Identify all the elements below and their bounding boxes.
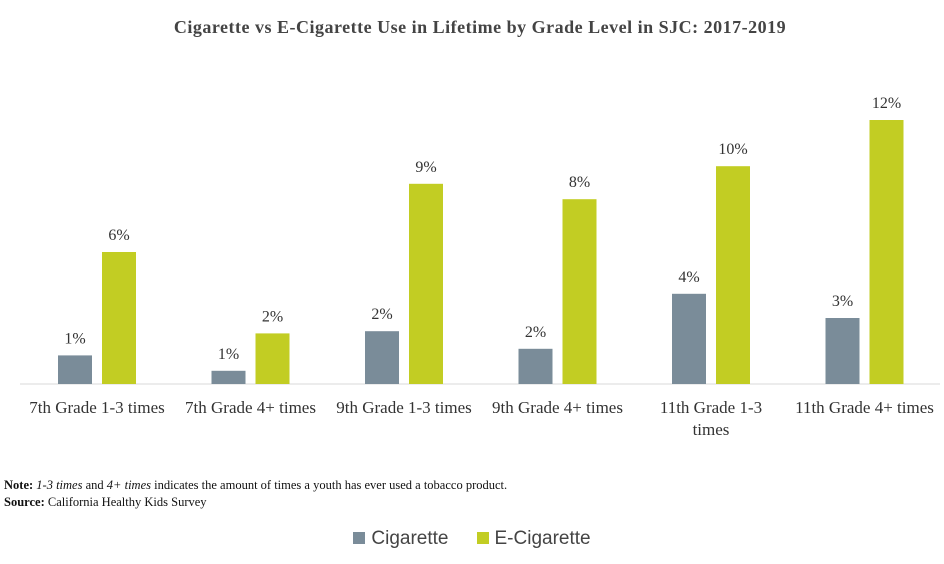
note-text: and bbox=[82, 478, 107, 492]
value-label: 3% bbox=[832, 293, 853, 310]
chart-title: Cigarette vs E-Cigarette Use in Lifetime… bbox=[173, 17, 787, 37]
source-text: California Healthy Kids Survey bbox=[44, 495, 207, 509]
value-label: 12% bbox=[872, 95, 901, 112]
legend-label: E-Cigarette bbox=[494, 528, 591, 549]
x-tick-label: 9th Grade 4+ times bbox=[492, 398, 623, 417]
bar bbox=[409, 183, 443, 384]
bar bbox=[211, 370, 246, 384]
x-tick-label: 11th Grade 4+ times bbox=[795, 398, 934, 417]
legend-swatch bbox=[476, 532, 489, 544]
x-tick-label: 9th Grade 1-3 times bbox=[336, 398, 472, 417]
legend-swatch bbox=[353, 532, 366, 544]
legend: Cigarette E-Cigarette bbox=[0, 528, 944, 550]
footnote: Note: 1-3 times and 4+ times indicates t… bbox=[4, 477, 507, 511]
value-label: 2% bbox=[371, 306, 392, 323]
bar bbox=[255, 333, 290, 384]
bar bbox=[58, 355, 92, 384]
legend-label: Cigarette bbox=[371, 528, 449, 549]
x-tick-label: 11th Grade 1-3 times bbox=[659, 398, 763, 439]
value-label: 1% bbox=[64, 330, 85, 347]
note-text: 4+ times bbox=[106, 478, 151, 492]
legend-item: Cigarette bbox=[353, 528, 449, 550]
source-label: Source: bbox=[4, 495, 45, 509]
note-text: indicates the amount of times a youth ha… bbox=[150, 478, 508, 492]
value-label: 10% bbox=[718, 141, 747, 158]
bar bbox=[518, 348, 553, 384]
bar bbox=[102, 252, 136, 384]
bar bbox=[672, 293, 706, 384]
x-tick-label: 7th Grade 1-3 times bbox=[29, 398, 165, 417]
note-line: Note: 1-3 times and 4+ times indicates t… bbox=[4, 477, 507, 494]
bar bbox=[562, 199, 597, 384]
value-label: 2% bbox=[262, 308, 283, 325]
note-text: 1-3 times bbox=[36, 478, 83, 492]
value-label: 6% bbox=[108, 227, 129, 244]
value-label: 4% bbox=[678, 269, 699, 286]
value-label: 9% bbox=[415, 159, 436, 176]
bar bbox=[716, 166, 750, 384]
value-label: 8% bbox=[569, 174, 590, 191]
bar bbox=[365, 331, 399, 384]
bar bbox=[825, 318, 860, 384]
note-label: Note: bbox=[4, 478, 34, 492]
legend-item: E-Cigarette bbox=[476, 528, 591, 550]
bar bbox=[869, 120, 904, 384]
x-tick-label: 7th Grade 4+ times bbox=[185, 398, 316, 417]
source-line: Source: California Healthy Kids Survey bbox=[4, 494, 507, 511]
value-label: 1% bbox=[218, 346, 239, 363]
value-label: 2% bbox=[525, 324, 546, 341]
